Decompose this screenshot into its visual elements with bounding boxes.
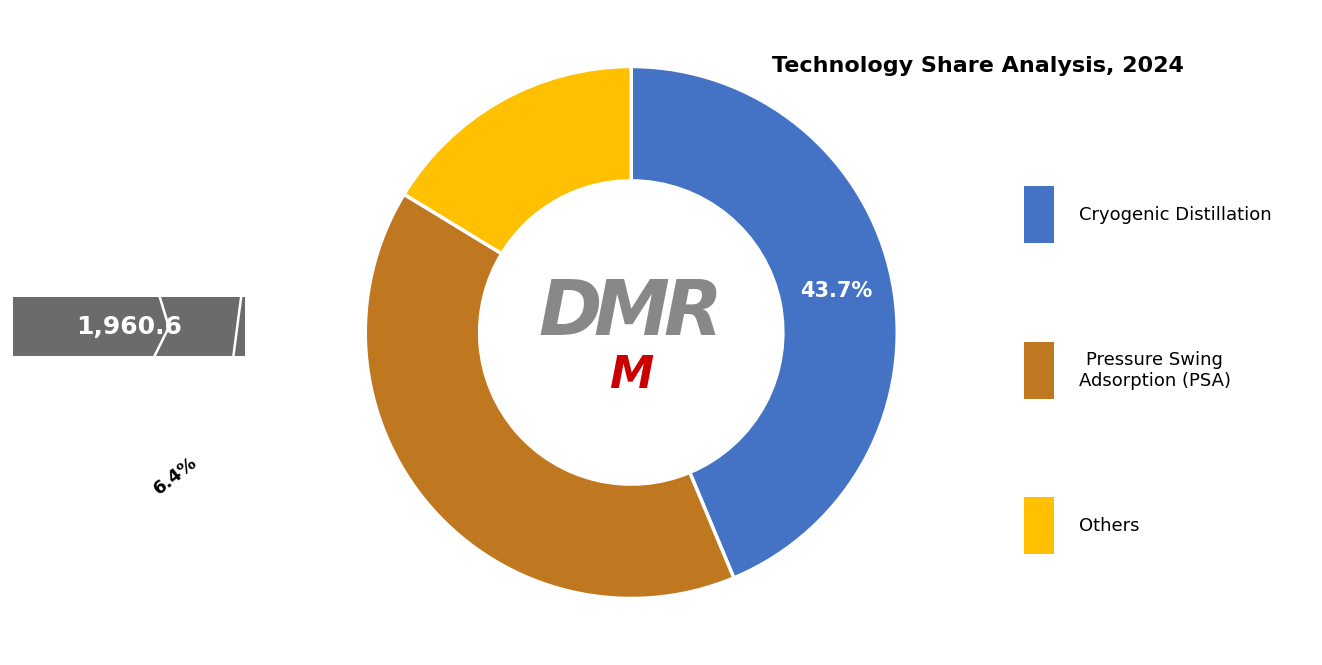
Text: 1,960.6: 1,960.6 xyxy=(75,315,182,338)
Text: D: D xyxy=(538,277,602,351)
Wedge shape xyxy=(365,194,734,598)
FancyBboxPatch shape xyxy=(1025,497,1055,555)
Text: Pressure Swing
Adsorption (PSA): Pressure Swing Adsorption (PSA) xyxy=(1079,351,1231,390)
Polygon shape xyxy=(130,366,221,585)
Text: M: M xyxy=(609,354,653,397)
FancyBboxPatch shape xyxy=(1025,342,1055,399)
Text: Others: Others xyxy=(1079,517,1140,535)
FancyBboxPatch shape xyxy=(1025,186,1055,243)
Text: 43.7%: 43.7% xyxy=(800,281,873,301)
Text: R: R xyxy=(664,277,722,351)
Text: CAGR
2024-2033: CAGR 2024-2033 xyxy=(42,440,123,511)
Text: Technology Share Analysis, 2024: Technology Share Analysis, 2024 xyxy=(772,57,1185,76)
Text: M: M xyxy=(594,277,669,351)
Text: Cryogenic Distillation: Cryogenic Distillation xyxy=(1079,205,1272,223)
FancyBboxPatch shape xyxy=(13,297,245,356)
Text: Global Liquid
Nitrogen Market Size
(USD Million), 2024: Global Liquid Nitrogen Market Size (USD … xyxy=(33,242,225,297)
Circle shape xyxy=(486,188,776,477)
Text: Dimension
Market
Research: Dimension Market Research xyxy=(46,84,212,182)
Text: 6.4%: 6.4% xyxy=(151,453,201,498)
Wedge shape xyxy=(631,66,898,578)
Wedge shape xyxy=(405,66,632,253)
